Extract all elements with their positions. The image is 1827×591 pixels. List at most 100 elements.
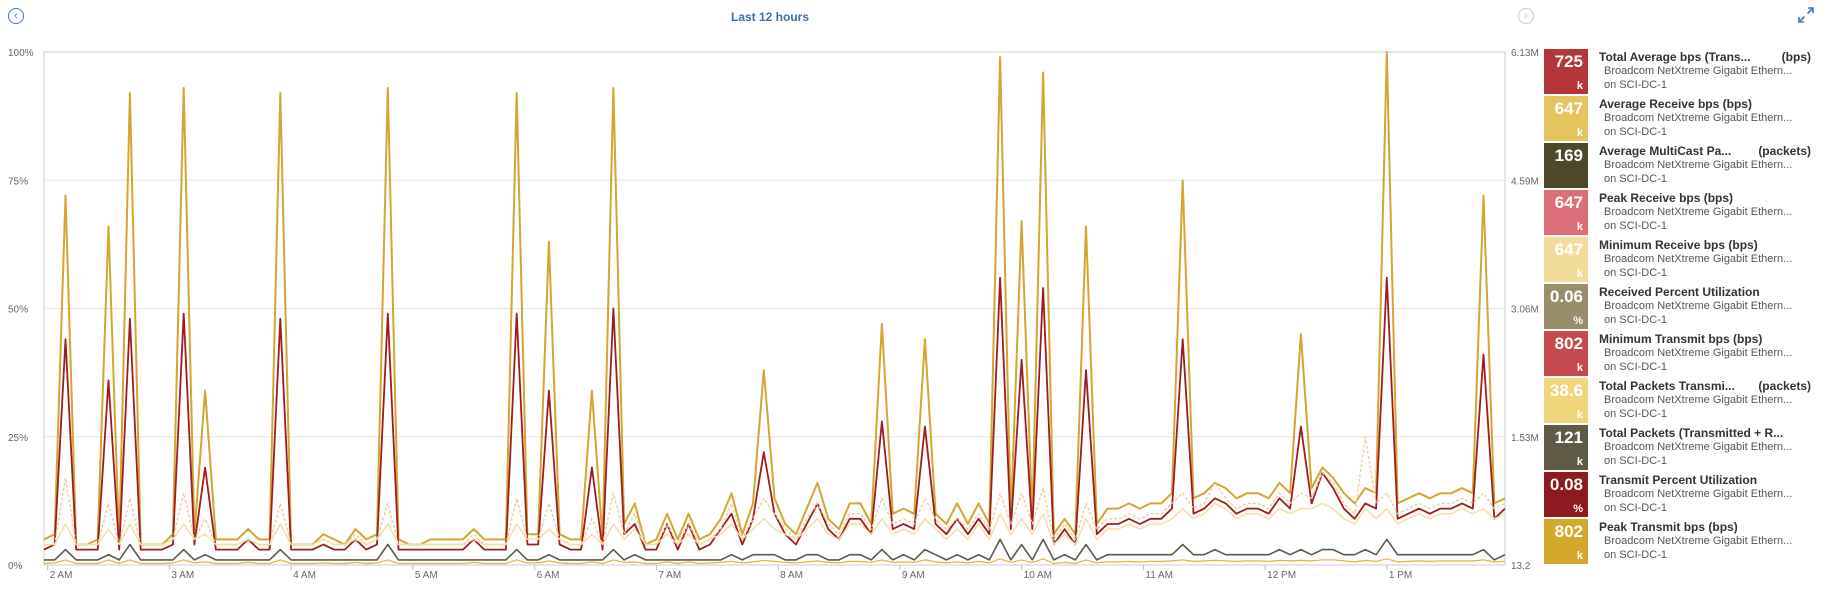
legend-value: 725 <box>1554 52 1583 71</box>
y-right-tick-label: 4.59M <box>1511 176 1539 187</box>
legend-title: Peak Transmit bps (bps) <box>1599 520 1738 534</box>
y-left-tick-label: 75% <box>8 176 28 187</box>
legend-device: Broadcom NetXtreme Gigabit Ethern... <box>1604 300 1793 312</box>
y-right-tick-label: 13.2 <box>1511 561 1531 572</box>
y-right-tick-label: 3.06M <box>1511 305 1539 316</box>
expand-icon[interactable] <box>1797 6 1815 24</box>
legend-node: on SCI-DC-1 <box>1604 455 1667 467</box>
legend-item[interactable]: 725 k Total Average bps (Trans... (bps) Broa… <box>1544 49 1827 96</box>
legend-item[interactable]: 0.08% Transmit Percent Utilization Broadco… <box>1544 472 1827 519</box>
series-line <box>43 51 1506 546</box>
legend-value: 121 <box>1554 428 1583 447</box>
legend-node: on SCI-DC-1 <box>1604 173 1667 185</box>
legend-title: Peak Receive bps (bps) <box>1599 191 1734 205</box>
series-line <box>43 276 1506 551</box>
x-tick-label: 10 AM <box>1024 570 1052 580</box>
x-tick-label: 11 AM <box>1145 570 1173 580</box>
legend-title: Minimum Receive bps (bps) <box>1599 238 1758 252</box>
legend-item[interactable]: 802 k Peak Transmit bps (bps) Broadcom NetX… <box>1544 519 1827 566</box>
legend-value-swatch: 647 k <box>1544 237 1588 282</box>
legend-item[interactable]: 802 k Minimum Transmit bps (bps) Broadcom N… <box>1544 331 1827 378</box>
legend-value: 647 <box>1554 99 1583 118</box>
legend-value-unit: k <box>1576 80 1583 92</box>
legend-item[interactable]: 647 k Average Receive bps (bps) Broadcom Ne… <box>1544 96 1827 143</box>
x-tick-label: 8 AM <box>780 570 803 580</box>
legend-node: on SCI-DC-1 <box>1604 220 1667 232</box>
legend-node: on SCI-DC-1 <box>1604 79 1667 91</box>
legend-value: 0.08 <box>1549 475 1583 494</box>
legend-value: 38.6 <box>1549 381 1583 400</box>
legend-device: Broadcom NetXtreme Gigabit Ethern... <box>1604 394 1793 406</box>
legend-device: Broadcom NetXtreme Gigabit Ethern... <box>1604 253 1793 265</box>
legend-value: 647 <box>1554 240 1583 259</box>
series-line <box>43 558 1506 565</box>
legend-device: Broadcom NetXtreme Gigabit Ethern... <box>1604 206 1793 218</box>
legend-title: Total Packets Transmi... <box>1599 379 1735 393</box>
y-left-tick-label: 50% <box>8 305 28 316</box>
legend-item[interactable]: 0.06% Received Percent Utilization Broadco… <box>1544 284 1827 331</box>
legend-item[interactable]: 169 Average MultiCast Pa... (packets) Broad… <box>1544 143 1827 190</box>
legend-title: Transmit Percent Utilization <box>1599 473 1758 487</box>
legend-device: Broadcom NetXtreme Gigabit Ethern... <box>1604 535 1793 547</box>
legend-item[interactable]: 647 k Peak Receive bps (bps) Broadcom NetXt… <box>1544 190 1827 237</box>
x-tick-label: 3 AM <box>171 570 194 580</box>
chart-legend: 725 k Total Average bps (Trans... (bps) Broa… <box>1544 49 1827 566</box>
x-tick-label: 2 AM <box>50 570 73 580</box>
legend-device: Broadcom NetXtreme Gigabit Ethern... <box>1604 65 1793 77</box>
legend-value-unit: k <box>1576 550 1583 562</box>
legend-node: on SCI-DC-1 <box>1604 549 1667 561</box>
y-right-tick-label: 6.13M <box>1511 48 1539 59</box>
legend-value-unit: k <box>1576 409 1583 421</box>
chevron-right-icon: › <box>1524 9 1528 22</box>
legend-value: 647 <box>1554 193 1583 212</box>
legend-value-swatch: 647 k <box>1544 96 1588 141</box>
legend-value-unit: k <box>1576 221 1583 233</box>
legend-node: on SCI-DC-1 <box>1604 267 1667 279</box>
legend-node: on SCI-DC-1 <box>1604 502 1667 514</box>
line-chart: 100% 6.13M 75% 4.59M 50% 3.06M 25% 1.53M 0% 13.2 2… <box>8 48 1539 580</box>
time-range-title: Last 12 hours <box>730 10 810 24</box>
legend-item[interactable]: 38.6 k Total Packets Transmi... (packets) Br… <box>1544 378 1827 425</box>
legend-value: 0.06 <box>1549 287 1583 306</box>
series-line <box>44 538 1506 561</box>
x-tick-label: 6 AM <box>537 570 560 580</box>
legend-value: 169 <box>1554 146 1583 165</box>
legend-value-swatch: 169 <box>1544 143 1588 188</box>
legend-item[interactable]: 647 k Minimum Receive bps (bps) Broadcom Ne… <box>1544 237 1827 284</box>
legend-node: on SCI-DC-1 <box>1604 314 1667 326</box>
legend-item[interactable]: 121 k Total Packets (Transmitted + R... Bro… <box>1544 425 1827 472</box>
legend-value: 802 <box>1554 522 1583 541</box>
legend-device: Broadcom NetXtreme Gigabit Ethern... <box>1604 112 1793 124</box>
legend-node: on SCI-DC-1 <box>1604 408 1667 420</box>
x-tick-label: 4 AM <box>293 570 316 580</box>
legend-value-unit: k <box>1576 456 1583 468</box>
y-left-tick-label: 25% <box>8 433 28 444</box>
x-tick-label: 9 AM <box>902 570 925 580</box>
legend-title: Average MultiCast Pa... <box>1599 144 1732 158</box>
legend-value-swatch: 0.08% <box>1544 472 1588 517</box>
legend-node: on SCI-DC-1 <box>1604 361 1667 373</box>
legend-value-swatch: 802 k <box>1544 519 1588 564</box>
y-left-tick-label: 0% <box>8 561 23 572</box>
legend-value-unit: % <box>1573 315 1583 327</box>
legend-value: 802 <box>1554 334 1583 353</box>
legend-metric-unit: (bps) <box>1781 50 1811 64</box>
legend-value-unit: k <box>1576 362 1583 374</box>
legend-node: on SCI-DC-1 <box>1604 126 1667 138</box>
series-line <box>44 502 1506 546</box>
legend-device: Broadcom NetXtreme Gigabit Ethern... <box>1604 441 1793 453</box>
legend-device: Broadcom NetXtreme Gigabit Ethern... <box>1604 159 1793 171</box>
legend-title: Total Average bps (Trans... <box>1599 50 1751 64</box>
legend-metric-unit: (packets) <box>1758 144 1811 158</box>
legend-title: Minimum Transmit bps (bps) <box>1599 332 1763 346</box>
previous-period-button[interactable]: ‹ <box>8 8 24 24</box>
legend-value-swatch: 647 k <box>1544 190 1588 235</box>
y-left-tick-label: 100% <box>8 48 34 59</box>
next-period-button[interactable]: › <box>1518 8 1534 24</box>
legend-value-unit: k <box>1576 268 1583 280</box>
x-tick-label: 12 PM <box>1267 570 1296 580</box>
legend-value-swatch: 121 k <box>1544 425 1588 470</box>
legend-title: Received Percent Utilization <box>1599 285 1760 299</box>
legend-device: Broadcom NetXtreme Gigabit Ethern... <box>1604 347 1793 359</box>
legend-metric-unit: (packets) <box>1758 379 1811 393</box>
